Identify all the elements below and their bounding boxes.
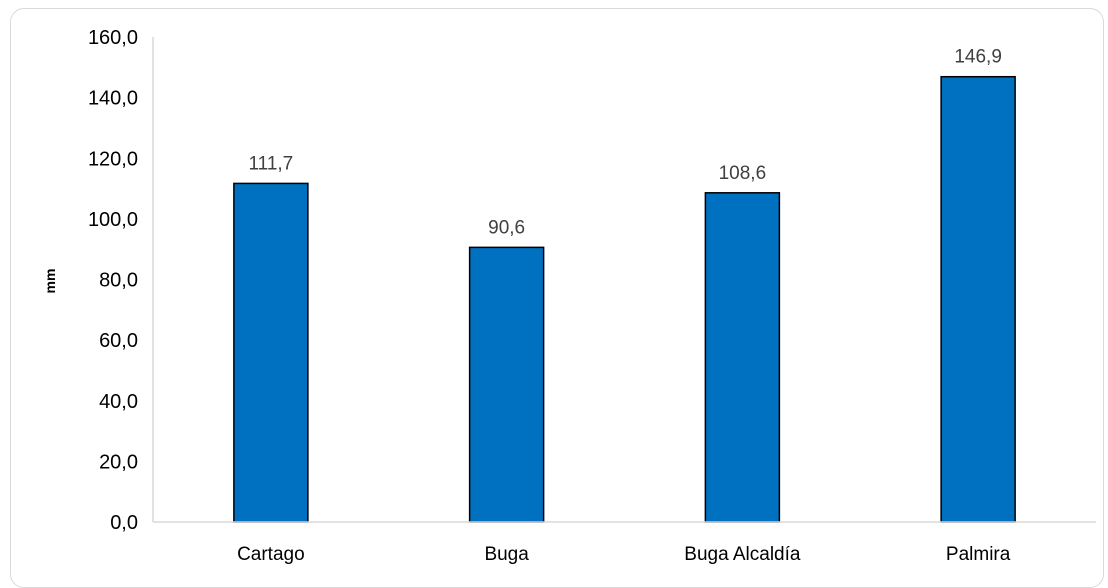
y-tick-label: 80,0 <box>99 270 138 292</box>
y-tick-label: 40,0 <box>99 391 138 413</box>
x-category-label: Cartago <box>237 544 305 565</box>
bar <box>704 192 781 523</box>
bar-data-label: 146,9 <box>954 47 1002 68</box>
y-tick-label: 140,0 <box>88 88 138 110</box>
y-tick-label: 0,0 <box>110 512 138 534</box>
bar <box>233 182 309 523</box>
y-tick-label: 20,0 <box>99 451 138 473</box>
y-tick-label: 160,0 <box>88 27 138 49</box>
bar-chart: mm 0,0 20,0 40,0 60,0 80,0 100,0 120,0 140,0 160… <box>42 27 1096 565</box>
x-axis-category-labels: Cartago Buga Buga Alcaldía Palmira <box>237 544 1011 565</box>
bar <box>940 75 1016 523</box>
y-tick-label: 60,0 <box>99 330 138 352</box>
x-category-label: Buga <box>484 544 529 565</box>
bar-data-label: 90,6 <box>488 217 525 238</box>
x-category-label: Buga Alcaldía <box>684 544 801 565</box>
y-tick-label: 100,0 <box>88 209 138 231</box>
bar-data-label: 108,6 <box>719 163 767 184</box>
x-category-label: Palmira <box>946 544 1011 565</box>
bars <box>233 75 1016 523</box>
y-axis-label: mm <box>42 269 58 294</box>
y-tick-label: 120,0 <box>88 148 138 170</box>
y-axis-ticks: 0,0 20,0 40,0 60,0 80,0 100,0 120,0 140,0 160,0 <box>88 27 138 534</box>
bar-data-label: 111,7 <box>249 153 294 174</box>
data-labels: 111,7 90,6 108,6 146,9 <box>249 47 1002 239</box>
chart-frame <box>10 8 1104 588</box>
bar <box>468 246 545 523</box>
